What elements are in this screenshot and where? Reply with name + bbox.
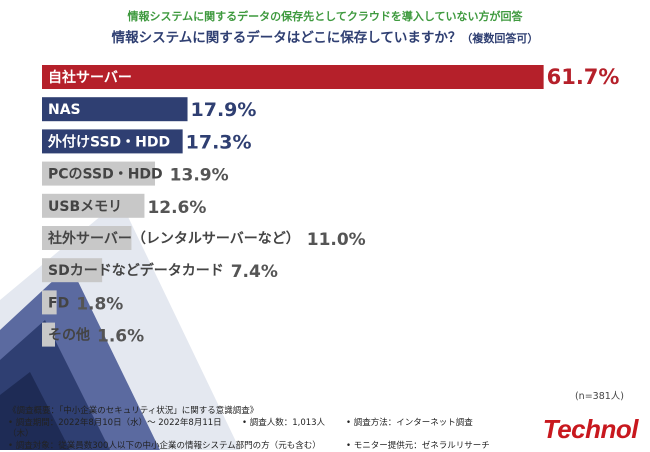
category-label-6: SDカードなどデータカード [48, 262, 224, 279]
bar-chart: 自社サーバー 61.7% NAS 17.9% 外付けSSD・HDD 17.3% PCのSSD… [0, 0, 650, 400]
category-label-8: その他 [48, 327, 90, 344]
survey-period: • 調査期間：2022年8月10日（水）～ 2022年8月11日（木） [8, 418, 242, 441]
sample-size-note: (n=381人) [575, 388, 624, 402]
survey-footer: 《調査概要：「中小企業のセキュリティ状況」に関する意識調査》 • 調査期間：20… [8, 406, 528, 452]
survey-target: • 調査対象：従業員数300人以下の中小企業の情報システム部門の方（元も含む） [8, 441, 346, 452]
brand-logo: Technol [543, 414, 638, 445]
category-label-0: 自社サーバー [48, 69, 132, 86]
survey-respondents: • 調査人数：1,013人 [242, 418, 346, 441]
survey-title: 《調査概要：「中小企業のセキュリティ状況」に関する意識調査》 [8, 406, 528, 418]
value-label-8: 1.6% [97, 327, 144, 347]
survey-provider: • モニター提供元：ゼネラルリサーチ [346, 441, 528, 452]
category-label-1: NAS [48, 102, 81, 118]
value-label-0: 61.7% [547, 65, 620, 89]
value-label-4: 12.6% [147, 198, 206, 218]
category-label-5: 社外サーバー（レンタルサーバーなど） [47, 230, 300, 247]
value-label-5: 11.0% [307, 230, 366, 250]
value-label-7: 1.8% [76, 294, 123, 314]
category-label-7: FD [48, 295, 69, 311]
category-label-4: USBメモリ [48, 199, 122, 215]
value-label-2: 17.3% [186, 131, 252, 153]
value-label-1: 17.9% [191, 99, 257, 121]
survey-method: • 調査方法：インターネット調査 [346, 418, 528, 441]
value-label-6: 7.4% [231, 262, 278, 282]
value-label-3: 13.9% [170, 166, 229, 186]
category-label-2: 外付けSSD・HDD [48, 133, 170, 150]
category-label-3: PCのSSD・HDD [48, 167, 163, 183]
